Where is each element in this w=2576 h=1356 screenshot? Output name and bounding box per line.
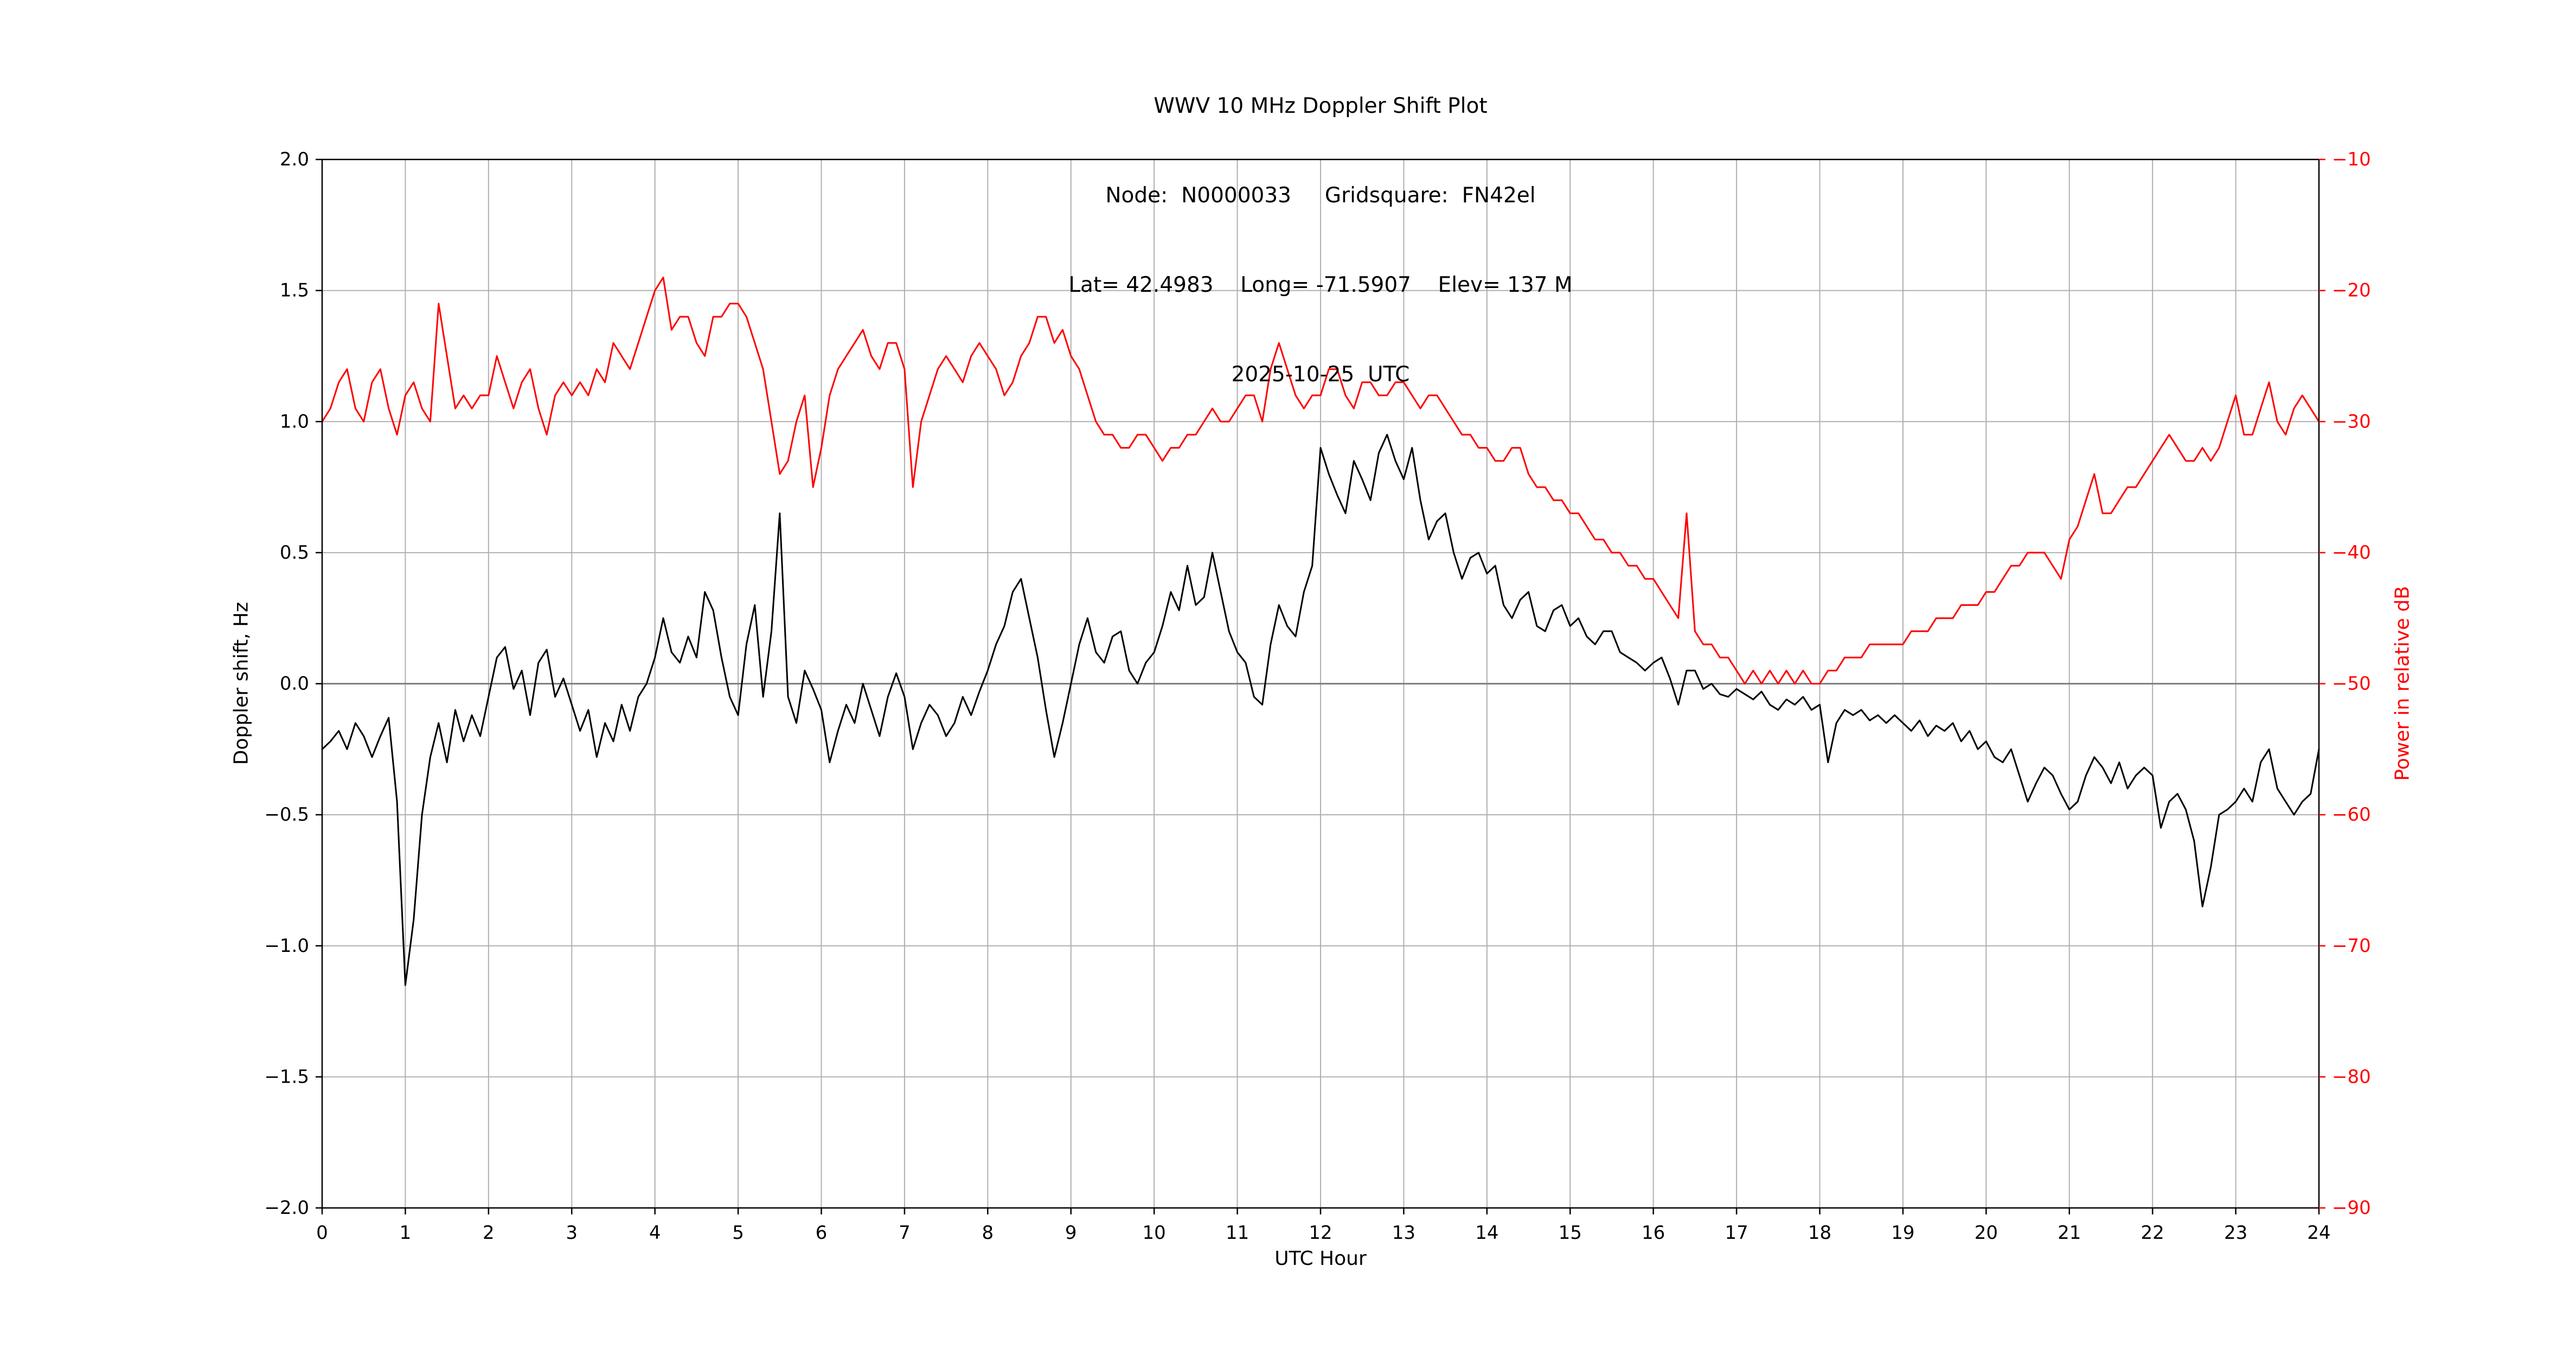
left-tick-label: 1.0 <box>280 411 309 432</box>
right-tick-label: −90 <box>2332 1197 2371 1219</box>
x-tick-label: 7 <box>899 1222 911 1244</box>
chart-title: WWV 10 MHz Doppler Shift Plot <box>1154 94 1488 118</box>
chart-subtitle-date: 2025-10-25 UTC <box>1231 362 1410 387</box>
x-tick-label: 20 <box>1975 1222 1998 1244</box>
x-tick-label: 8 <box>982 1222 994 1244</box>
left-tick-label: −2.0 <box>264 1197 309 1219</box>
x-axis-label: UTC Hour <box>1274 1248 1367 1270</box>
x-tick-label: 12 <box>1309 1222 1332 1244</box>
right-tick-label: −40 <box>2332 542 2371 564</box>
left-tick-label: −1.5 <box>264 1066 309 1088</box>
x-tick-label: 13 <box>1392 1222 1415 1244</box>
right-axis-label: Power in relative dB <box>2391 586 2414 781</box>
x-tick-label: 0 <box>316 1222 328 1244</box>
chart-title-block: WWV 10 MHz Doppler Shift Plot Node: N000… <box>322 31 2319 449</box>
x-tick-label: 21 <box>2058 1222 2081 1244</box>
chart-subtitle-node: Node: N0000033 Gridsquare: FN42el <box>1105 183 1536 208</box>
x-tick-label: 14 <box>1475 1222 1498 1244</box>
left-tick-label: −1.0 <box>264 935 309 957</box>
x-tick-label: 22 <box>2141 1222 2164 1244</box>
x-tick-label: 3 <box>566 1222 578 1244</box>
right-tick-label: −50 <box>2332 673 2371 695</box>
x-tick-label: 2 <box>483 1222 495 1244</box>
right-tick-label: −60 <box>2332 804 2371 826</box>
doppler-series-line <box>321 433 2320 986</box>
x-tick-label: 17 <box>1725 1222 1748 1244</box>
x-tick-label: 4 <box>649 1222 661 1244</box>
x-tick-label: 24 <box>2307 1222 2330 1244</box>
x-tick-label: 10 <box>1143 1222 1166 1244</box>
x-tick-label: 6 <box>816 1222 828 1244</box>
left-tick-label: 0.0 <box>280 673 309 695</box>
right-tick-label: −10 <box>2332 149 2371 170</box>
chart-subtitle-location: Lat= 42.4983 Long= -71.5907 Elev= 137 M <box>1068 273 1573 297</box>
power-series-line <box>321 277 2320 685</box>
right-tick-label: −30 <box>2332 411 2371 432</box>
x-tick-label: 9 <box>1065 1222 1077 1244</box>
x-tick-label: 19 <box>1891 1222 1914 1244</box>
right-tick-label: −20 <box>2332 280 2371 302</box>
x-tick-label: 11 <box>1226 1222 1249 1244</box>
right-tick-label: −70 <box>2332 935 2371 957</box>
left-tick-label: −0.5 <box>264 804 309 826</box>
x-tick-label: 5 <box>732 1222 744 1244</box>
x-tick-label: 23 <box>2224 1222 2247 1244</box>
left-axis-label: Doppler shift, Hz <box>230 602 253 765</box>
x-tick-label: 15 <box>1559 1222 1582 1244</box>
left-tick-label: 0.5 <box>280 542 309 564</box>
x-tick-label: 18 <box>1808 1222 1831 1244</box>
left-tick-label: 2.0 <box>280 149 309 170</box>
left-tick-label: 1.5 <box>280 280 309 302</box>
x-tick-label: 16 <box>1642 1222 1665 1244</box>
right-tick-label: −80 <box>2332 1066 2371 1088</box>
x-tick-label: 1 <box>400 1222 412 1244</box>
